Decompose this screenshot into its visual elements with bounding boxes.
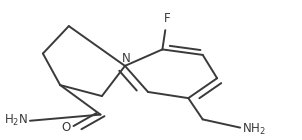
Text: $\mathsf{H_2N}$: $\mathsf{H_2N}$: [4, 113, 28, 128]
Text: $\mathsf{NH_2}$: $\mathsf{NH_2}$: [242, 122, 266, 136]
Text: N: N: [122, 52, 131, 65]
Text: F: F: [163, 12, 170, 25]
Text: O: O: [62, 121, 71, 134]
